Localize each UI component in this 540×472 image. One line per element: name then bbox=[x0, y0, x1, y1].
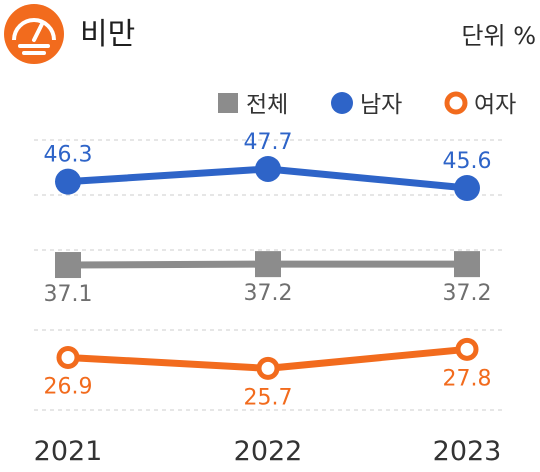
data-labels: 46.3 47.7 45.6 37.1 37.2 37.2 26.9 25.7 27.8 bbox=[44, 130, 492, 410]
marker-ring-2-0 bbox=[56, 345, 80, 369]
gridlines bbox=[34, 139, 506, 411]
legend-marker-total bbox=[218, 93, 238, 113]
data-label-2-0: 26.9 bbox=[44, 374, 93, 399]
legend-item-male: 남자 bbox=[331, 92, 402, 118]
marker-ring-2-1 bbox=[256, 356, 280, 380]
chart-title: 비만 bbox=[80, 17, 135, 52]
header: 비만 단위 % bbox=[4, 4, 536, 64]
marker-square-1-0 bbox=[55, 252, 81, 279]
x-tick-label-0: 2021 bbox=[34, 436, 103, 467]
marker-ring-2-2 bbox=[455, 337, 479, 361]
data-label-1-1: 37.2 bbox=[244, 281, 293, 306]
marker-square-1-2 bbox=[454, 251, 480, 278]
data-label-0-1: 47.7 bbox=[244, 130, 293, 155]
marker-circle-0-2 bbox=[454, 175, 480, 201]
marker-circle-0-1 bbox=[255, 155, 281, 182]
data-label-0-2: 45.6 bbox=[443, 149, 492, 174]
unit-label: 단위 % bbox=[461, 22, 536, 50]
data-label-0-0: 46.3 bbox=[44, 143, 93, 168]
legend-label-female: 여자 bbox=[474, 92, 516, 118]
x-tick-label-2: 2023 bbox=[433, 436, 502, 467]
legend-marker-male bbox=[331, 92, 353, 114]
legend-item-total: 전체 bbox=[218, 92, 288, 118]
data-label-2-2: 27.8 bbox=[443, 366, 492, 391]
x-tick-label-1: 2022 bbox=[234, 436, 303, 467]
data-label-1-2: 37.2 bbox=[443, 281, 492, 306]
legend-label-total: 전체 bbox=[246, 92, 288, 118]
scale-icon bbox=[4, 4, 64, 64]
data-label-2-1: 25.7 bbox=[244, 385, 293, 410]
legend-marker-female bbox=[444, 91, 468, 115]
series-markers bbox=[55, 155, 480, 380]
marker-circle-0-0 bbox=[55, 168, 81, 195]
legend-label-male: 남자 bbox=[360, 92, 402, 118]
legend-item-female: 여자 bbox=[444, 91, 516, 118]
legend: 전체 남자 여자 bbox=[218, 91, 516, 118]
data-label-1-0: 37.1 bbox=[44, 282, 93, 307]
x-axis: 2021 2022 2023 bbox=[34, 436, 502, 467]
marker-square-1-1 bbox=[255, 251, 281, 278]
